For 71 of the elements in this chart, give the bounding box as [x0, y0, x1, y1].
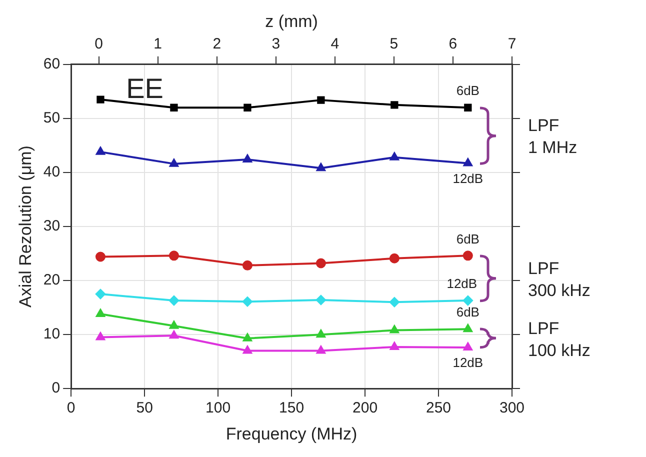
point — [96, 96, 104, 104]
x2-tick-label: 6 — [448, 36, 458, 53]
annotation: 6dB — [456, 83, 480, 98]
text: LPF 300 kHz — [528, 258, 590, 302]
point — [170, 104, 178, 112]
point — [242, 333, 252, 342]
point — [170, 330, 178, 339]
point — [316, 258, 326, 268]
annotation: 12dB — [452, 355, 484, 370]
annotation: 6dB — [456, 304, 480, 320]
x2-tick-label: 1 — [154, 36, 162, 53]
point — [95, 252, 106, 262]
point — [463, 324, 472, 332]
annotation: EE — [126, 73, 164, 104]
point — [464, 104, 472, 112]
x2-axis-title: z (mm) — [265, 12, 318, 31]
y-tick-label: 20 — [43, 272, 60, 289]
point — [462, 250, 473, 261]
annotation: 6dB — [456, 231, 480, 246]
x-tick-label: 250 — [426, 400, 452, 417]
point — [242, 154, 252, 162]
point — [390, 325, 399, 334]
y-tick-label: 60 — [43, 56, 60, 73]
point — [242, 346, 252, 354]
y-tick-label: 10 — [43, 326, 60, 343]
x-tick-label: 100 — [206, 400, 231, 417]
point — [316, 346, 326, 354]
x-tick-label: 300 — [499, 400, 525, 417]
y-tick-label: 0 — [52, 380, 60, 397]
point — [462, 296, 473, 306]
x-tick-label: 200 — [352, 400, 378, 417]
y-axis-title: Axial Rezolution (μm) — [16, 146, 35, 308]
point — [390, 101, 398, 109]
x2-tick-label: 4 — [330, 36, 340, 53]
point — [389, 253, 400, 264]
point — [463, 158, 472, 166]
x2-tick-label: 7 — [508, 36, 516, 53]
x2-tick-label: 5 — [390, 36, 398, 53]
annotation: 12dB — [446, 276, 478, 292]
y-tick-label: 30 — [43, 218, 60, 235]
x-tick-label: 150 — [279, 400, 304, 417]
point — [168, 296, 179, 306]
point — [316, 163, 326, 172]
point — [389, 297, 400, 308]
point — [95, 289, 106, 300]
point — [463, 342, 472, 351]
x2-tick-label: 3 — [272, 36, 280, 53]
text: LPF 1 MHz — [528, 115, 578, 160]
point — [316, 294, 326, 305]
annotation: 12dB — [452, 170, 484, 186]
text: LPF 100 kHz — [528, 318, 590, 362]
point — [316, 330, 326, 338]
point — [317, 96, 325, 104]
x2-tick-label: 0 — [94, 36, 103, 53]
y-tick-label: 40 — [43, 164, 60, 181]
x-tick-label: 0 — [66, 400, 76, 417]
x-tick-label: 50 — [136, 400, 153, 417]
point — [390, 342, 399, 350]
point — [242, 296, 252, 307]
point — [96, 332, 105, 340]
x2-tick-label: 2 — [212, 36, 222, 53]
point — [168, 250, 179, 261]
point — [170, 158, 178, 167]
point — [96, 309, 105, 318]
point — [96, 146, 105, 155]
point — [242, 260, 252, 270]
point — [170, 320, 178, 329]
x-axis-title: Frequency (MHz) — [226, 424, 358, 444]
point — [244, 104, 252, 112]
y-tick-label: 50 — [43, 110, 60, 127]
point — [390, 152, 399, 160]
